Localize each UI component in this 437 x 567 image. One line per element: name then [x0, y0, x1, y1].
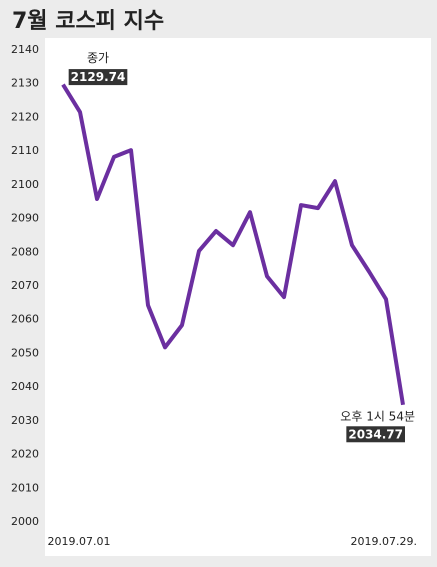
- y-tick-label: 2130: [11, 77, 39, 90]
- annotation-value: 2034.77: [348, 427, 403, 441]
- y-tick-label: 2020: [11, 448, 39, 461]
- y-tick-label: 2060: [11, 313, 39, 326]
- y-tick-label: 2080: [11, 245, 39, 258]
- annotation-label: 오후 1시 54분: [340, 409, 415, 423]
- y-tick-label: 2050: [11, 346, 39, 359]
- x-tick-label: 2019.07.29.: [351, 535, 417, 548]
- annotation-box: [68, 69, 128, 86]
- y-tick-label: 2030: [11, 414, 39, 427]
- data-line: [61, 83, 405, 406]
- y-tick-label: 2100: [11, 178, 39, 191]
- y-tick-label: 2010: [11, 481, 39, 494]
- x-tick-label: 2019.07.01: [48, 535, 111, 548]
- annotation-label: 종가: [87, 51, 109, 65]
- y-tick-label: 2070: [11, 279, 39, 292]
- y-tick-label: 2140: [11, 43, 39, 56]
- y-tick-label: 2120: [11, 110, 39, 123]
- y-tick-label: 2000: [11, 515, 39, 528]
- y-tick-label: 2110: [11, 144, 39, 157]
- y-tick-label: 2090: [11, 212, 39, 225]
- plot-panel: [45, 38, 431, 556]
- chart-title: 7월 코스피 지수: [12, 9, 164, 34]
- annotation-box: [346, 426, 405, 443]
- annotation-value: 2129.74: [71, 70, 126, 84]
- y-tick-label: 2040: [11, 380, 39, 393]
